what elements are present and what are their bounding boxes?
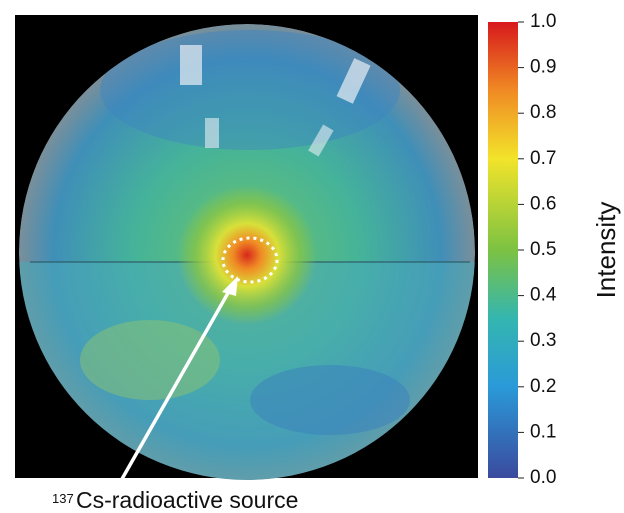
arrow-shaft <box>116 285 234 487</box>
colorbar-label: Intensity <box>591 202 621 299</box>
colorbar-tick-label: 0.6 <box>530 193 556 214</box>
colorbar-tick-label: 1.0 <box>530 11 556 32</box>
annotation-superscript: 137 <box>52 491 74 506</box>
colorbar-tick-label: 0.0 <box>530 467 556 488</box>
colorbar <box>488 22 518 478</box>
annotation-text: Cs-radioactive source <box>76 487 298 513</box>
colorbar-tick-label: 0.9 <box>530 57 556 78</box>
colorbar-tick-label: 0.3 <box>530 330 556 351</box>
colorbar-tick-label: 0.4 <box>530 285 557 306</box>
colorbar-tick-label: 0.2 <box>530 376 556 397</box>
arrow-head <box>222 276 238 296</box>
colorbar-tick-label: 0.7 <box>530 148 556 169</box>
source-marker <box>221 236 279 284</box>
colorbar-tick-label: 0.1 <box>530 421 556 442</box>
colorbar-tick-label: 0.8 <box>530 102 556 123</box>
colorbar-tick-label: 0.5 <box>530 239 556 260</box>
